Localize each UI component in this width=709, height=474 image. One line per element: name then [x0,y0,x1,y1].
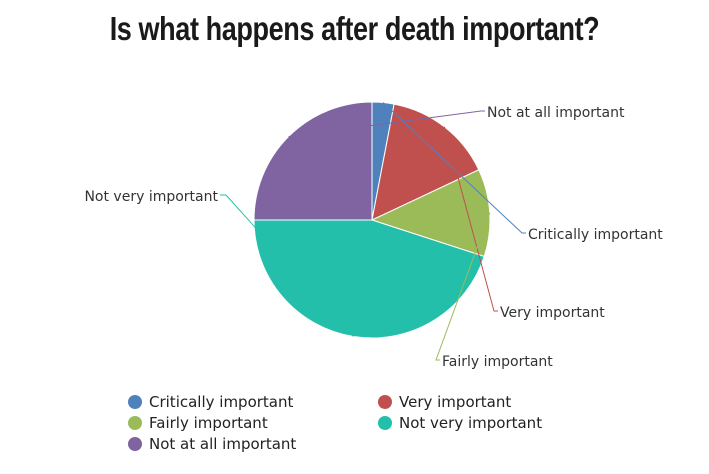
legend-marker-icon [128,395,142,409]
leader-line-not-very-important [220,194,354,337]
leader-line-critically-important [382,102,526,234]
slice-label-not-very-important: Not very important [84,189,218,205]
legend-marker-icon [378,416,392,430]
legend-item-not-at-all-important[interactable]: Not at all important [128,434,378,454]
legend-label: Fairly important [149,414,268,432]
legend-label: Critically important [149,393,294,411]
legend-label: Not very important [399,414,543,432]
legend-marker-icon [128,437,142,451]
slice-label-very-important: Very important [500,305,605,321]
slice-label-critically-important: Critically important [528,227,663,243]
leader-line-fairly-important [435,212,491,361]
leader-line-not-at-all-important [288,110,485,138]
legend-item-very-important[interactable]: Very important [378,392,588,412]
chart-title: Is what happens after death important? [109,10,600,47]
legend: Critically important Very important Fair… [128,392,588,454]
legend-label: Not at all important [149,435,297,453]
legend-item-not-very-important[interactable]: Not very important [378,413,588,433]
pie-slice-not-at-all-important[interactable] [253,101,373,221]
leader-line-very-important [443,126,498,312]
slice-label-not-at-all-important: Not at all important [487,105,625,121]
slice-label-fairly-important: Fairly important [442,354,553,370]
legend-label: Very important [399,393,512,411]
legend-marker-icon [128,416,142,430]
legend-item-critically-important[interactable]: Critically important [128,392,378,412]
legend-marker-icon [378,395,392,409]
legend-item-fairly-important[interactable]: Fairly important [128,413,378,433]
